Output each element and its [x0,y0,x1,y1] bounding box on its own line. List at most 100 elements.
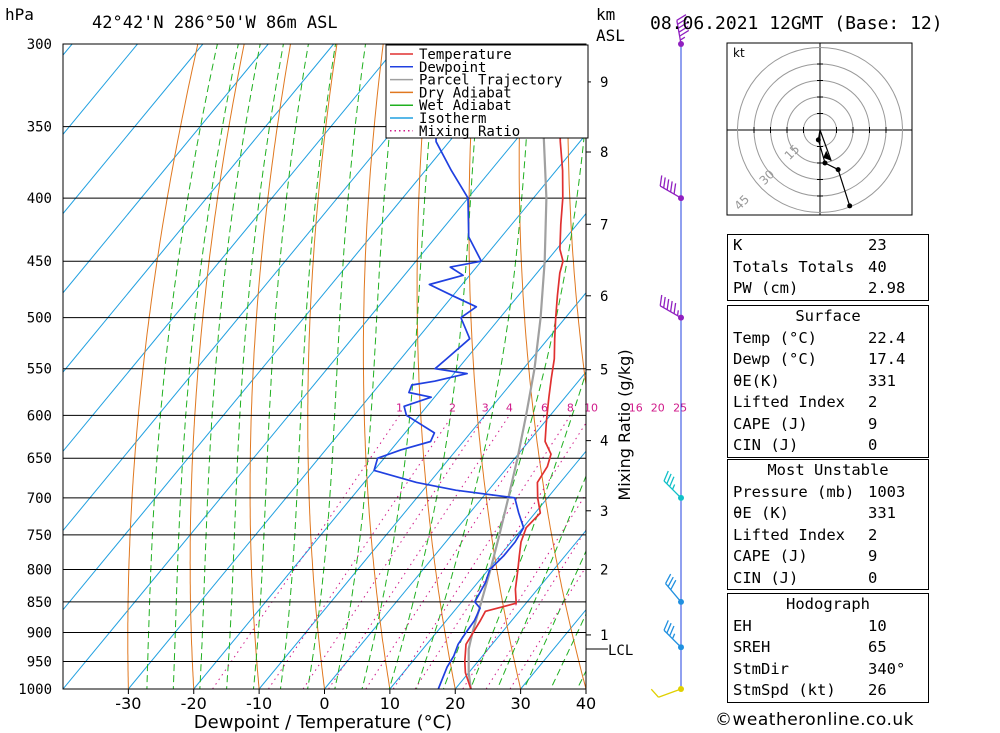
wet-adiabat-line [361,44,438,689]
wind-barb-flag [676,14,687,21]
wind-barb-flag [663,470,669,482]
wind-barb-half-flag [679,36,686,41]
stat-label: StmSpd (kt) [733,681,836,699]
surface-rows: Temp (°C) 22.4 Dewp (°C) 17.4 θE(K) 331 Lifted… [728,328,928,457]
mixing-ratio-label: 2 [449,401,456,414]
mixing-ratio-label: 4 [506,401,513,414]
wind-barb-flag [669,625,675,637]
wind-barb-flag [669,181,673,193]
wind-barb-flag [666,298,670,310]
dry-adiabat-line [468,44,522,689]
stat-value: 2 [868,393,878,411]
wind-barb-flag [677,18,688,25]
stat-label: θE(K) [733,371,780,390]
mixing-ratio-label: 1 [396,401,403,414]
isotherm-line [389,450,586,689]
asl-label: ASL [596,26,625,45]
hodograph-ring [737,47,903,213]
wind-level-dot [678,598,684,605]
stat-row: θE(K) 331 [728,371,928,393]
wet-adiabat-line [226,44,284,689]
wet-adiabat-line [279,44,336,689]
x-tick-label: -20 [181,694,207,713]
height-tick-label: 1 [600,628,608,644]
wind-barb-flag [678,25,689,33]
hodograph-stats-title: Hodograph [786,595,870,613]
wet-adiabat-line [415,44,534,689]
wind-barb-flag [667,576,674,587]
wind-barb-flag [666,473,672,485]
legend-label: Dry Adiabat [419,85,512,101]
wind-level-dot [678,314,684,321]
x-tick-label: 40 [576,694,596,713]
wind-barb-flag [673,183,677,195]
height-tick-label: 2 [600,562,608,578]
wet-adiabat-line [469,370,586,689]
stat-value: 0 [868,568,878,587]
wind-barb-flag [677,22,688,29]
stat-label: θE (K) [733,504,789,522]
wind-level-dot [678,644,684,651]
stat-row: Temp (°C) 22.4 [728,328,928,350]
wet-adiabat-line [442,113,586,689]
stat-label: CAPE (J) [733,547,808,565]
stat-row: CAPE (J) 9 [728,546,928,568]
wind-barb-flag [669,476,675,487]
pressure-tick-label: 800 [27,562,52,578]
stat-label: Totals Totals [733,257,855,276]
stat-label: CAPE (J) [733,414,808,433]
height-tick-label: 6 [600,289,608,305]
pressure-tick-label: 600 [27,408,52,424]
wind-barb-flag [663,620,669,631]
most-unstable-title: Most Unstable [767,461,889,479]
stat-label: PW (cm) [733,279,799,297]
stat-label: EH [733,616,752,635]
stat-row: θE (K) 331 [728,503,928,525]
stat-label: Pressure (mb) [733,482,855,501]
pressure-tick-label: 300 [27,37,52,53]
height-tick-label: 7 [600,217,608,233]
stat-row: StmDir 340° [728,659,928,681]
stat-row: PW (cm) 2.98 [728,278,928,300]
wind-barb-flag [663,296,666,308]
isotherm-line [193,212,586,689]
stat-value: 10 [868,616,887,635]
pressure-tick-label: 500 [27,311,52,327]
legend-label: Wet Adiabat [419,98,512,114]
wind-barb-flag [650,688,659,698]
stat-value: 0 [868,436,878,454]
stat-value: 23 [868,236,887,254]
legend-label: Isotherm [419,111,486,127]
sounding-profiles [373,44,564,689]
stat-row: StmSpd (kt) 26 [728,680,928,702]
wind-level-dot [678,195,684,202]
x-tick-label: 30 [510,694,530,713]
pressure-tick-label: 700 [27,491,52,507]
km-label: km [596,5,615,24]
wind-barb-flag [679,29,690,37]
stat-row: Dewp (°C) 17.4 [728,349,928,371]
storm-motion-arrowhead [823,150,832,161]
wet-adiabat-line [496,474,586,689]
stat-row: K 23 [728,235,928,257]
mixing-ratio-label: 8 [567,401,574,414]
wind-barb-flag [666,622,672,634]
legend-box [385,44,589,139]
mixing-ratio-line [509,565,586,689]
stat-label: K [733,236,743,254]
hodograph-stats-rows: EH 10 SREH 65 StmDir 340° StmSpd (kt) 26 [728,616,928,702]
hodograph-point [835,167,841,173]
height-tick-label: 8 [600,145,608,161]
isotherm-line [63,44,138,136]
wet-adiabat-lines [146,44,586,689]
stat-row: CIN (J) 0 [728,568,928,590]
copyright-link[interactable]: ©weatheronline.co.uk [715,710,915,730]
wind-barb-flag [670,579,677,590]
mixing-ratio-label: 16 [629,401,643,414]
surface-title: Surface [795,307,861,325]
wind-barb-half-flag [671,633,676,640]
temperature-profile [463,44,564,689]
x-tick-label: -10 [246,694,272,713]
dry-adiabat-line [986,44,1000,689]
